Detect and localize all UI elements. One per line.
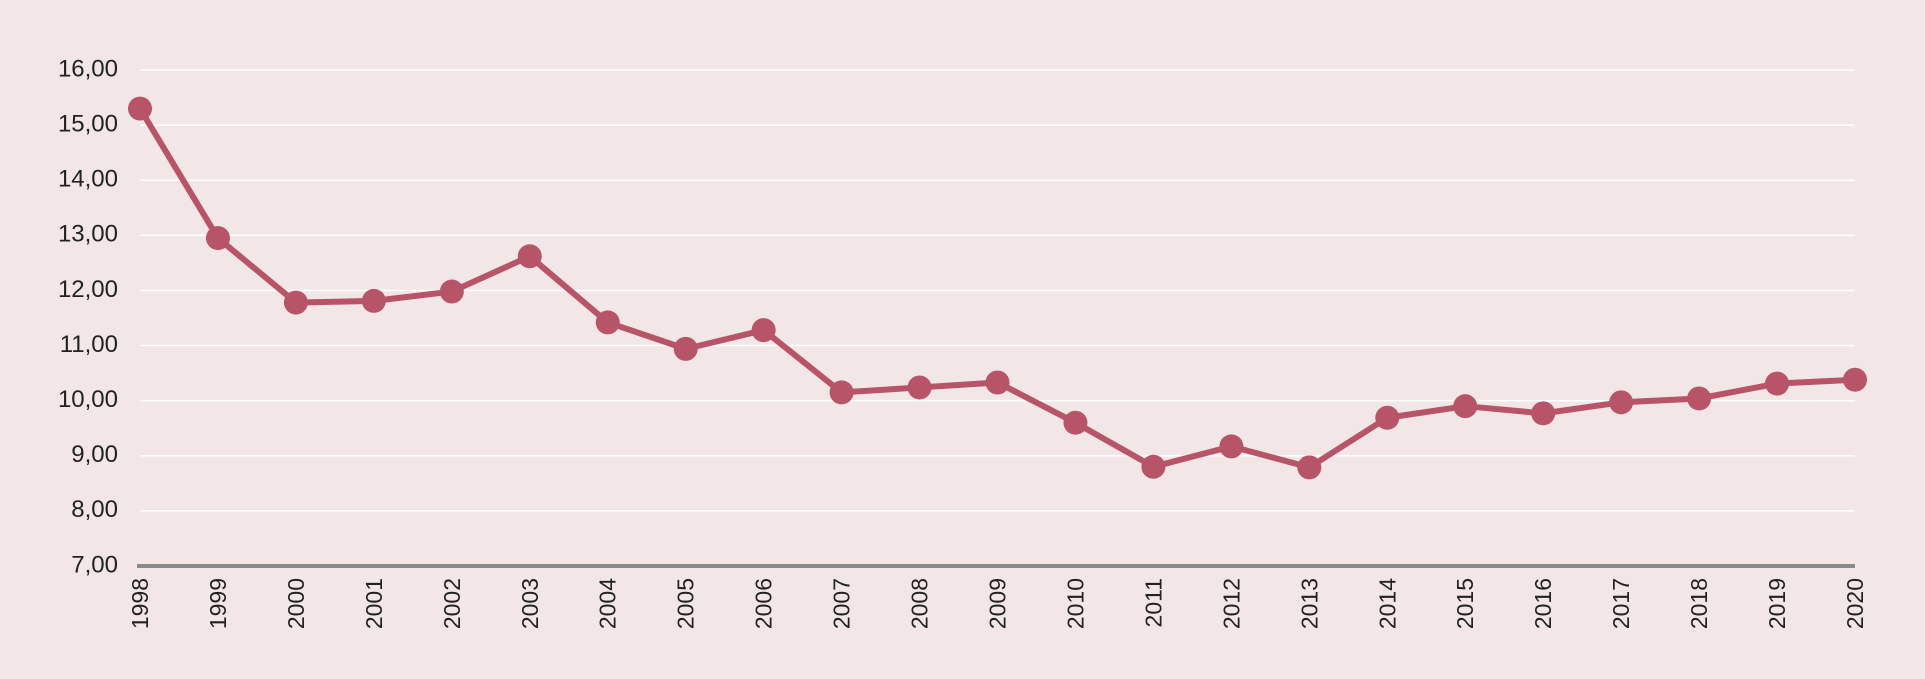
data-point — [907, 375, 932, 400]
data-point — [1531, 401, 1556, 426]
grid-lines — [140, 69, 1855, 512]
x-tick-label: 2009 — [985, 578, 1011, 629]
y-tick-label: 13,00 — [58, 221, 118, 248]
data-point — [595, 310, 620, 335]
x-tick-label: 2014 — [1374, 578, 1400, 629]
series-layer — [128, 96, 1867, 480]
x-tick-label: 2004 — [595, 578, 621, 629]
x-tick-label: 1999 — [205, 578, 231, 629]
y-axis-ticks: 7,00 8,00 9,00 10,00 11,00 12,00 13,00 14,00 15,… — [58, 55, 118, 578]
data-point — [1219, 434, 1244, 459]
x-tick-label: 2017 — [1608, 578, 1634, 629]
data-point — [283, 290, 308, 315]
x-axis-ticks: 1998 1999 2000 2001 2002 2003 2004 2005 2006 2007… — [127, 578, 1868, 629]
data-point — [751, 318, 776, 343]
data-point — [205, 226, 230, 251]
data-point — [829, 380, 854, 405]
x-tick-label: 2000 — [283, 578, 309, 629]
data-point — [1063, 410, 1088, 435]
y-tick-label: 10,00 — [58, 386, 118, 413]
x-tick-label: 2002 — [439, 578, 465, 629]
x-tick-label: 2015 — [1452, 578, 1478, 629]
x-tick-label: 2008 — [907, 578, 933, 629]
y-tick-label: 9,00 — [71, 441, 118, 468]
x-tick-label: 2007 — [829, 578, 855, 629]
x-tick-label: 2005 — [673, 578, 699, 629]
y-tick-label: 14,00 — [58, 166, 118, 193]
y-tick-label: 16,00 — [58, 55, 118, 82]
data-point — [1297, 455, 1322, 480]
y-tick-label: 7,00 — [71, 551, 118, 578]
data-point — [1453, 394, 1478, 419]
y-tick-label: 15,00 — [58, 110, 118, 137]
x-tick-label: 2001 — [361, 578, 387, 629]
x-tick-label: 2011 — [1140, 578, 1166, 627]
x-tick-label: 2012 — [1218, 578, 1244, 629]
data-point — [517, 244, 542, 269]
data-point — [1687, 386, 1712, 411]
x-tick-label: 2003 — [517, 578, 543, 629]
x-tick-label: 2016 — [1530, 578, 1556, 629]
data-point — [361, 288, 386, 313]
data-point — [439, 279, 464, 304]
data-point — [1375, 405, 1400, 430]
x-tick-label: 2020 — [1842, 578, 1868, 629]
x-tick-label: 2006 — [751, 578, 777, 629]
series-line — [137, 105, 1858, 471]
x-tick-label: 2019 — [1764, 578, 1790, 629]
data-point — [1765, 371, 1790, 396]
data-point — [1141, 454, 1166, 479]
x-tick-label: 2013 — [1296, 578, 1322, 629]
x-tick-label: 2010 — [1062, 578, 1088, 629]
y-tick-label: 8,00 — [71, 496, 118, 523]
data-point — [673, 336, 698, 361]
data-point — [1843, 367, 1867, 392]
y-tick-label: 12,00 — [58, 276, 118, 303]
y-tick-label: 11,00 — [60, 331, 118, 358]
data-point — [1609, 390, 1634, 415]
x-tick-label: 2018 — [1686, 578, 1712, 629]
data-point — [985, 370, 1010, 395]
data-point — [128, 96, 152, 121]
x-tick-label: 1998 — [127, 578, 153, 629]
